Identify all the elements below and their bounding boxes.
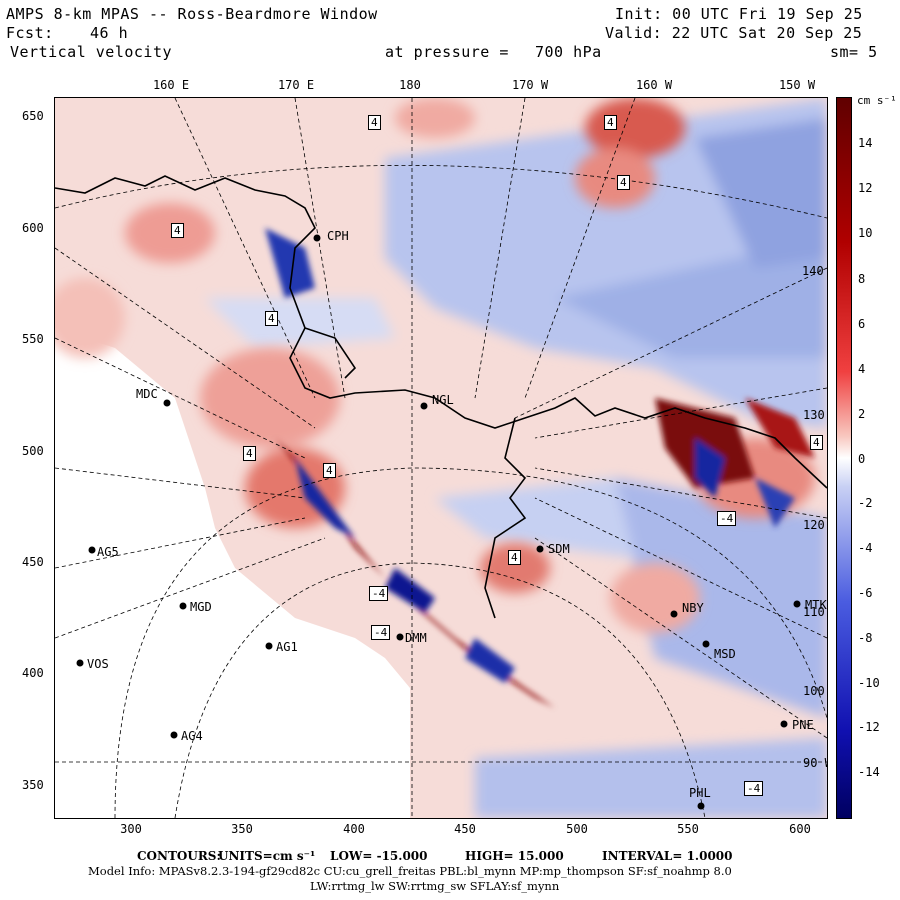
min-marker: -4: [371, 625, 391, 640]
min-marker: -4: [744, 781, 764, 796]
inner-lon-label: 120 W: [803, 518, 827, 532]
inner-lon-label: 130 W: [803, 408, 827, 422]
station-label: DMM: [405, 631, 427, 645]
contours-label: CONTOURS:: [137, 849, 221, 863]
pressure-label: at pressure =: [385, 43, 509, 61]
min-marker: -4: [717, 511, 737, 526]
physics-info: LW:rrtmg_lw SW:rrtmg_sw SFLAY:sf_mynn: [310, 879, 560, 893]
mountain-wave-band: [265, 228, 815, 708]
contours-units: UNITS=cm s⁻¹: [218, 849, 316, 863]
station-dots: [76, 234, 801, 810]
y-tick: 400: [22, 666, 44, 680]
init-time: Init: 00 UTC Fri 19 Sep 25: [615, 5, 863, 23]
forecast-label: Fcst:: [6, 24, 54, 42]
lon-tick: 160 W: [635, 78, 673, 92]
y-tick: 350: [22, 778, 44, 792]
contours-high: HIGH= 15.000: [465, 849, 564, 863]
colorbar-tick: 0: [858, 452, 866, 466]
x-tick: 450: [454, 822, 476, 836]
x-tick: 550: [677, 822, 699, 836]
station-label: AG1: [276, 640, 298, 654]
lon-tick: 180: [399, 78, 421, 92]
lon-tick: 160 E: [152, 78, 190, 92]
colorbar-tick: -10: [858, 676, 880, 690]
model-title: AMPS 8-km MPAS -- Ross-Beardmore Window: [6, 5, 378, 23]
y-tick: 500: [22, 444, 44, 458]
smoothing-value: sm= 5: [830, 43, 878, 61]
lon-tick: 170 W: [511, 78, 549, 92]
colorbar-tick: -8: [858, 631, 873, 645]
coastline: [55, 175, 827, 619]
colorbar-tick: -14: [858, 765, 880, 779]
colorbar-tick: 12: [858, 181, 873, 195]
pressure-value: 700 hPa: [535, 43, 602, 61]
map-canvas: [55, 98, 827, 818]
station-label: NBY: [682, 601, 704, 615]
colorbar-units: cm s⁻¹: [857, 94, 897, 107]
station-label: AG4: [181, 729, 203, 743]
negative-velocity-areas: [205, 98, 827, 818]
colorbar-tick: 4: [858, 362, 866, 376]
colorbar-tick: 10: [858, 226, 873, 240]
y-tick: 650: [22, 109, 44, 123]
station-label: AG5: [97, 545, 119, 559]
positive-velocity-areas: [55, 98, 815, 633]
station-label: PHL: [689, 786, 711, 800]
x-tick: 500: [566, 822, 588, 836]
inner-lon-label: 100 W: [803, 684, 827, 698]
contours-low: LOW= -15.000: [330, 849, 428, 863]
vertical-velocity-map[interactable]: MDC NGL CPH AG5 MGD AG1 VOS AG4 SDM NBY …: [54, 97, 828, 819]
x-tick: 300: [120, 822, 142, 836]
colorbar-tick: -4: [858, 541, 873, 555]
lon-tick: 170 E: [277, 78, 315, 92]
max-marker: 4: [617, 175, 630, 190]
inner-lon-label: 90 W: [803, 756, 827, 770]
contours-interval: INTERVAL= 1.0000: [602, 849, 733, 863]
x-tick: 600: [789, 822, 811, 836]
colorbar-tick: -6: [858, 586, 873, 600]
valid-time: Valid: 22 UTC Sat 20 Sep 25: [605, 24, 863, 42]
graticule: [55, 98, 827, 818]
max-marker: 4: [508, 550, 521, 565]
station-label: PNE: [792, 718, 814, 732]
y-tick: 550: [22, 332, 44, 346]
forecast-hour: 46 h: [90, 24, 129, 42]
field-name: Vertical velocity: [10, 43, 173, 61]
x-tick: 400: [343, 822, 365, 836]
inner-lon-label: 140 W: [802, 264, 827, 278]
y-tick: 450: [22, 555, 44, 569]
lon-tick: 150 W: [778, 78, 816, 92]
colorbar-tick: 2: [858, 407, 866, 421]
no-data-region: [55, 328, 410, 818]
colorbar-tick: -12: [858, 720, 880, 734]
station-label: MSD: [714, 647, 736, 661]
max-marker: 4: [604, 115, 617, 130]
y-tick: 600: [22, 221, 44, 235]
inner-lon-label: 110 W: [803, 605, 827, 619]
colorbar-tick: 14: [858, 136, 873, 150]
colorbar-tick: 8: [858, 272, 866, 286]
station-label: MDC: [136, 387, 158, 401]
station-label: MGD: [190, 600, 212, 614]
x-tick: 350: [231, 822, 253, 836]
station-label: SDM: [548, 542, 570, 556]
colorbar-tick: 6: [858, 317, 866, 331]
station-label: CPH: [327, 229, 349, 243]
min-marker: -4: [369, 586, 389, 601]
max-marker: 4: [171, 223, 184, 238]
max-marker: 4: [810, 435, 823, 450]
max-marker: 4: [243, 446, 256, 461]
max-marker: 4: [323, 463, 336, 478]
colorbar-tick: -2: [858, 496, 873, 510]
station-label: NGL: [432, 393, 454, 407]
station-label: VOS: [87, 657, 109, 671]
station-label: MTK: [805, 598, 827, 612]
colorbar: [836, 97, 852, 819]
max-marker: 4: [265, 311, 278, 326]
max-marker: 4: [368, 115, 381, 130]
model-info: Model Info: MPASv8.2.3-194-gf29cd82c CU:…: [88, 864, 732, 878]
